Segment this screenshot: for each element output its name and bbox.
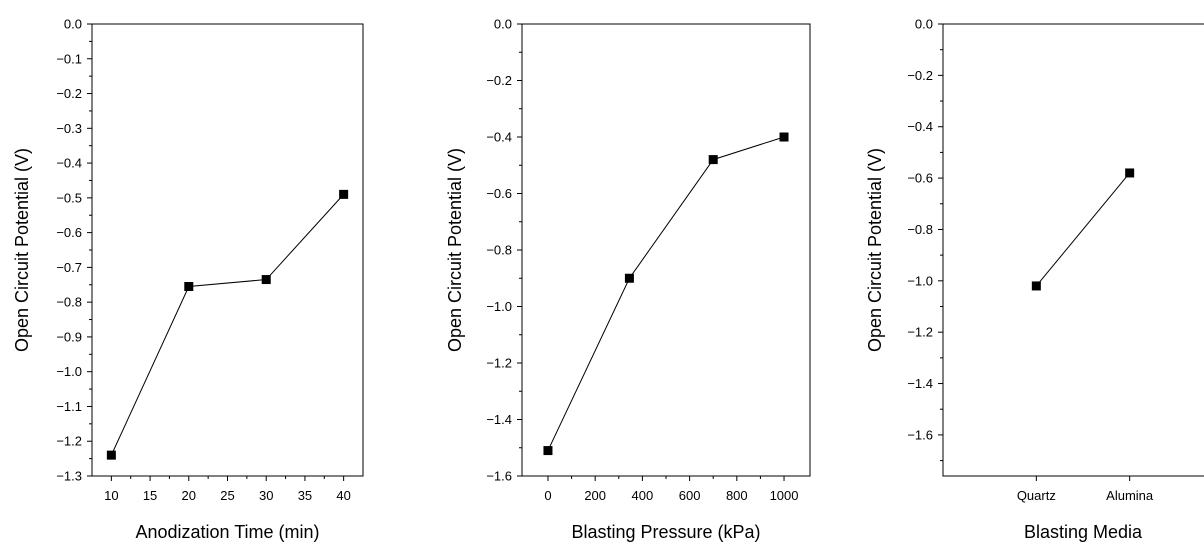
- y-tick-label: −0.8: [56, 295, 82, 310]
- y-tick-label: −1.3: [56, 469, 82, 484]
- x-tick-label: 800: [726, 488, 748, 503]
- y-tick-label: −1.0: [907, 273, 933, 288]
- chart-panel-1: 10 15 20 25 30 35 40 0.0 −0.1 −0.2 −0.3 −0.4 −0.5 −0.…: [12, 17, 364, 542]
- y-tick-label: −1.0: [56, 364, 82, 379]
- data-point-marker: [184, 282, 194, 292]
- x-axis-title: Blasting Pressure (kPa): [571, 522, 760, 542]
- x-tick-label: 200: [584, 488, 606, 503]
- series-line: [110, 194, 345, 456]
- x-tick-label: 40: [336, 488, 350, 503]
- x-tick-label: 10: [104, 488, 118, 503]
- y-tick-label: −0.4: [56, 156, 82, 171]
- y-tick-label: −1.6: [486, 469, 512, 484]
- y-tick-label: −0.2: [56, 86, 82, 101]
- y-tick-label: −0.3: [56, 121, 82, 136]
- chart-panel-2: 0 200 400 600 800 1000 0.0 −0.2 −0.4 −0.6 −0.8 −1.0…: [445, 17, 811, 542]
- y-tick-label: −0.4: [907, 119, 933, 134]
- plot-frame: [521, 23, 811, 477]
- y-tick-label: −0.2: [907, 68, 933, 83]
- y-tick-label: 0.0: [915, 17, 933, 32]
- y-tick-label: −0.7: [56, 260, 82, 275]
- x-tick-label: 35: [298, 488, 312, 503]
- y-tick-label: 0.0: [494, 17, 512, 32]
- data-point-marker: [708, 155, 718, 165]
- data-point-marker: [624, 273, 634, 283]
- data-point-marker: [543, 446, 553, 456]
- y-tick-label: −0.1: [56, 51, 82, 66]
- x-tick-label: 25: [220, 488, 234, 503]
- chart-panel-3: Quartz Alumina 0.0 −0.2 −0.4 −0.6 −0.8 −1.0 −1.2…: [865, 17, 1204, 542]
- y-tick-label: −0.2: [486, 73, 512, 88]
- x-tick-label: 30: [259, 488, 273, 503]
- x-tick-label: 600: [679, 488, 701, 503]
- x-axis-title: Blasting Media: [1024, 522, 1143, 542]
- x-tick-label: Alumina: [1106, 488, 1154, 503]
- data-point-marker: [106, 450, 116, 460]
- y-axis-title: Open Circuit Potential (V): [12, 148, 32, 352]
- x-tick-label: 0: [544, 488, 551, 503]
- x-tick-label: 20: [182, 488, 196, 503]
- y-tick-label: −0.5: [56, 190, 82, 205]
- x-tick-label: 400: [632, 488, 654, 503]
- x-tick-label: Quartz: [1017, 488, 1056, 503]
- y-tick-label: −0.8: [486, 243, 512, 258]
- y-tick-label: −1.4: [486, 412, 512, 427]
- y-tick-label: −1.6: [907, 427, 933, 442]
- x-tick-label: 15: [143, 488, 157, 503]
- y-tick-label: 0.0: [64, 17, 82, 32]
- y-tick-label: −0.8: [907, 222, 933, 237]
- y-axis-title: Open Circuit Potential (V): [445, 148, 465, 352]
- data-point-marker: [1125, 168, 1135, 178]
- x-tick-label: 1000: [770, 488, 799, 503]
- y-tick-label: −1.1: [56, 399, 82, 414]
- plot-frame: [942, 23, 1204, 477]
- y-tick-label: −0.6: [486, 186, 512, 201]
- y-tick-label: −0.4: [486, 130, 512, 145]
- y-tick-label: −1.0: [486, 299, 512, 314]
- y-tick-label: −1.2: [56, 434, 82, 449]
- y-tick-label: −0.6: [56, 225, 82, 240]
- data-point-marker: [261, 275, 271, 285]
- y-tick-label: −1.2: [486, 356, 512, 371]
- data-point-marker: [1031, 281, 1041, 291]
- data-point-marker: [339, 189, 349, 199]
- y-axis-title: Open Circuit Potential (V): [865, 148, 885, 352]
- x-axis-title: Anodization Time (min): [135, 522, 319, 542]
- y-tick-label: −0.9: [56, 329, 82, 344]
- series-line: [547, 136, 785, 451]
- y-tick-label: −1.4: [907, 376, 933, 391]
- data-point-marker: [779, 132, 789, 142]
- y-tick-label: −0.6: [907, 171, 933, 186]
- series-line: [1035, 172, 1131, 287]
- y-tick-label: −1.2: [907, 325, 933, 340]
